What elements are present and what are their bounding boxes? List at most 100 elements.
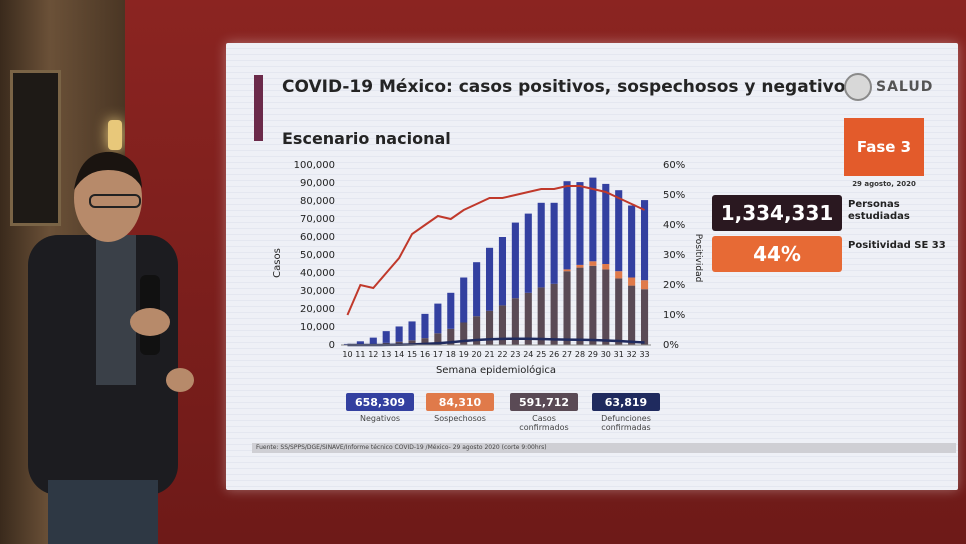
bar-negativos	[628, 205, 636, 278]
bar-negativos	[537, 202, 545, 288]
bar-casos-confirmados	[408, 340, 416, 345]
y-tick-label: 70,000	[300, 214, 335, 225]
y2-tick-label: 10%	[663, 310, 685, 321]
x-tick-label: 23	[510, 350, 520, 359]
slide-title: COVID-19 México: casos positivos, sospec…	[282, 77, 856, 97]
bar-sospechosos	[576, 264, 584, 268]
x-tick-label: 21	[484, 350, 494, 359]
x-tick-label: 22	[497, 350, 507, 359]
bar-negativos	[602, 183, 610, 264]
y2-tick-label: 40%	[663, 220, 685, 231]
bar-negativos	[460, 277, 468, 323]
y2-tick-label: 0%	[663, 340, 679, 351]
presenter-hand-right	[166, 368, 194, 392]
bar-sospechosos	[628, 277, 636, 286]
positividad-line	[346, 185, 645, 316]
bar-negativos	[382, 331, 390, 343]
x-tick-label: 13	[381, 350, 391, 359]
legend-negativos: 658,309 Negativos	[346, 393, 414, 423]
x-tick-label: 15	[407, 350, 417, 359]
x-tick-label: 31	[614, 350, 624, 359]
bar-casos-confirmados	[576, 267, 584, 345]
x-tick-label: 10	[342, 350, 352, 359]
bar-casos-confirmados	[460, 322, 468, 345]
x-axis-label: Semana epidemiológica	[436, 364, 556, 376]
y-tick-label: 30,000	[300, 286, 335, 297]
legend-defunciones: 63,819 Defunciones confirmadas	[592, 393, 660, 432]
bar-negativos	[485, 247, 494, 311]
bar-sospechosos	[563, 269, 571, 272]
presenter-pants	[48, 480, 158, 544]
defunciones-line	[347, 337, 645, 347]
bar-negativos	[434, 303, 442, 334]
title-accent-bar	[254, 75, 263, 141]
x-tick-label: 19	[459, 350, 469, 359]
bar-negativos	[343, 343, 352, 345]
x-tick-label: 25	[536, 350, 546, 359]
x-tick-label: 11	[355, 350, 365, 359]
x-tick-label: 17	[433, 350, 443, 359]
bar-negativos	[447, 292, 455, 329]
salud-logo: SALUD	[844, 73, 933, 101]
legend-sospechosos: 84,310 Sospechosos	[426, 393, 494, 423]
x-tick-label: 12	[368, 350, 378, 359]
legend-defunciones-label: Defunciones confirmadas	[601, 414, 651, 432]
y-tick-label: 40,000	[300, 268, 335, 279]
y-tick-label: 60,000	[300, 232, 335, 243]
legend-negativos-value: 658,309	[346, 393, 414, 411]
y2-tick-label: 20%	[663, 280, 685, 291]
presenter-hand	[130, 308, 170, 336]
presentation-screen: COVID-19 México: casos positivos, sospec…	[226, 43, 958, 490]
bar-sospechosos	[640, 280, 649, 290]
slide-date: 29 agosto, 2020	[852, 180, 916, 188]
x-tick-label: 28	[575, 350, 585, 359]
x-tick-label: 16	[420, 350, 430, 359]
bar-negativos	[356, 341, 364, 345]
presenter-head	[74, 154, 142, 242]
bar-negativos	[421, 313, 429, 339]
glasses-icon	[89, 194, 141, 208]
bar-casos-confirmados	[615, 278, 623, 345]
bar-casos-confirmados	[434, 333, 442, 345]
y2-axis-label: Positividad	[693, 234, 703, 283]
y-tick-label: 90,000	[300, 178, 335, 189]
studied-label: Personas estudiadas	[848, 199, 910, 222]
x-tick-label: 24	[523, 350, 533, 359]
wall-lamp	[108, 120, 122, 150]
x-tick-label: 33	[639, 350, 649, 359]
bar-casos-confirmados	[498, 305, 507, 345]
x-tick-label: 29	[588, 350, 598, 359]
bar-sospechosos	[615, 271, 623, 279]
bar-casos-confirmados	[524, 292, 532, 345]
bar-casos-confirmados	[563, 271, 571, 345]
bar-casos-confirmados	[640, 289, 649, 345]
bar-negativos	[408, 321, 416, 341]
bar-casos-confirmados	[602, 269, 610, 345]
bar-casos-confirmados	[447, 328, 455, 345]
bar-negativos	[498, 237, 507, 306]
legend-confirmados-value: 591,712	[510, 393, 578, 411]
bar-sospechosos	[589, 261, 597, 266]
source-note: Fuente: SS/SPPS/DGE/SINAVE/Informe técni…	[252, 443, 956, 453]
bar-negativos	[550, 202, 558, 284]
y-tick-label: 50,000	[300, 250, 335, 261]
bar-casos-confirmados	[485, 310, 494, 345]
bar-negativos	[640, 200, 649, 281]
seal-icon	[844, 73, 872, 101]
bar-negativos	[615, 190, 623, 272]
presenter-hair	[74, 151, 142, 190]
cases-chart: 100,000 90,000 80,000 70,000 60,000 50,000 40,…	[272, 160, 703, 376]
bar-negativos	[395, 326, 403, 342]
bar-negativos	[511, 222, 519, 299]
y-tick-label: 10,000	[300, 322, 335, 333]
y-tick-label: 100,000	[294, 160, 335, 171]
studied-count-box: 1,334,331	[712, 195, 842, 231]
slide-subtitle: Escenario nacional	[282, 129, 451, 148]
x-tick-label: 27	[562, 350, 572, 359]
x-tick-label: 26	[549, 350, 559, 359]
legend-defunciones-value: 63,819	[592, 393, 660, 411]
background-window	[10, 70, 61, 226]
y2-tick-label: 60%	[663, 160, 685, 171]
y2-tick-label: 30%	[663, 250, 685, 261]
x-tick-label: 18	[446, 350, 456, 359]
